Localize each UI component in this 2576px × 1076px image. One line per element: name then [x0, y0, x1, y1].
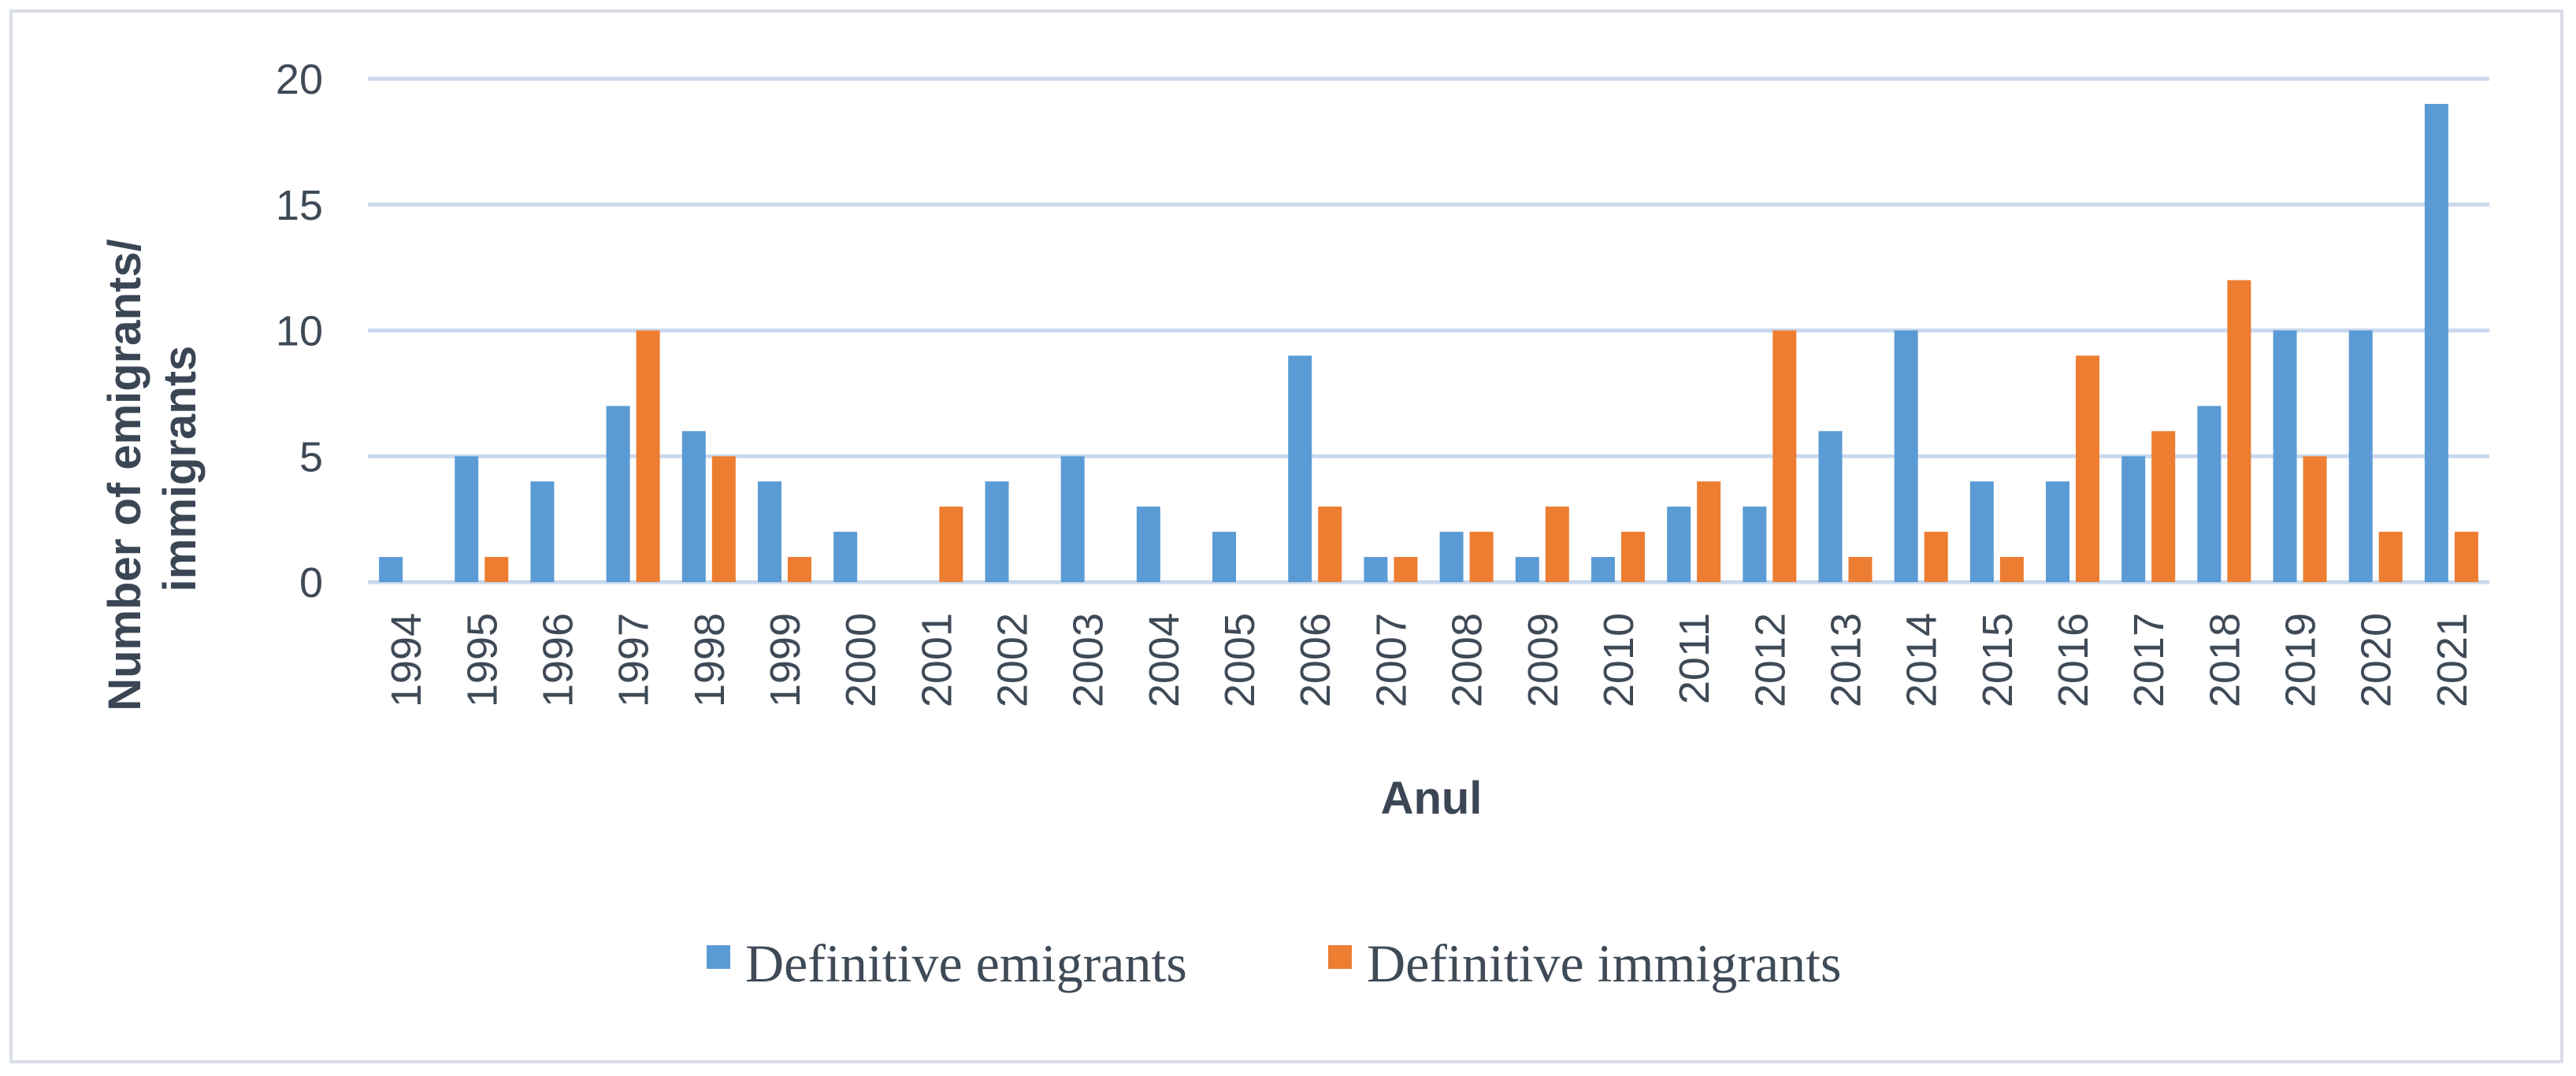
x-tick-label: 2008	[1444, 613, 1491, 707]
bar-immigrants-2020	[2378, 532, 2403, 582]
bar-emigrants-2021	[2424, 103, 2448, 582]
bar-immigrants-2015	[1999, 557, 2024, 582]
bar-emigrants-2009	[1515, 557, 1539, 582]
x-tick-label: 2000	[837, 613, 885, 707]
bar-emigrants-2013	[1818, 431, 1843, 582]
x-tick-label: 2004	[1141, 613, 1188, 707]
y-tick-label: 20	[276, 56, 323, 103]
x-tick-label: 2002	[989, 613, 1037, 707]
legend-swatch-emigrants	[707, 945, 730, 969]
bar-emigrants-2020	[2348, 330, 2373, 582]
bar-emigrants-2019	[2273, 330, 2297, 582]
x-tick-label: 2011	[1671, 613, 1718, 704]
bar-immigrants-1995	[484, 557, 509, 582]
bar-immigrants-2011	[1697, 481, 1721, 582]
x-tick-label: 2019	[2277, 613, 2325, 707]
bar-immigrants-1999	[787, 557, 811, 582]
bar-immigrants-2019	[2303, 456, 2327, 582]
bar-immigrants-2014	[1924, 532, 1948, 582]
y-axis-title-line1: Number of emigrants/	[99, 239, 150, 711]
legend-label-immigrants: Definitive immigrants	[1367, 933, 1841, 993]
bar-emigrants-2005	[1212, 532, 1237, 582]
bar-emigrants-2008	[1439, 532, 1464, 582]
legend-swatch-immigrants	[1328, 945, 1352, 969]
bar-immigrants-1998	[711, 456, 736, 582]
y-tick-label: 10	[276, 308, 323, 355]
x-tick-label: 2006	[1292, 613, 1339, 707]
bars	[379, 103, 2478, 582]
x-tick-label: 1995	[458, 613, 506, 707]
x-tick-label: 1998	[686, 613, 733, 707]
y-tick-label: 15	[276, 182, 323, 229]
bar-emigrants-2006	[1288, 355, 1312, 582]
bar-immigrants-2008	[1469, 532, 1494, 582]
bar-emigrants-1997	[606, 406, 630, 582]
bar-emigrants-2000	[833, 532, 858, 582]
bar-immigrants-2021	[2454, 532, 2478, 582]
bar-emigrants-2011	[1667, 506, 1691, 582]
bar-immigrants-2018	[2227, 280, 2251, 582]
x-tick-label: 2015	[1974, 613, 2021, 707]
bar-emigrants-1994	[379, 557, 403, 582]
bar-emigrants-2002	[985, 481, 1009, 582]
x-tick-label: 1997	[611, 613, 658, 707]
bar-emigrants-2010	[1591, 557, 1615, 582]
y-axis-title: Number of emigrants/ immigrants	[99, 226, 206, 711]
bar-emigrants-2014	[1894, 330, 1918, 582]
bar-emigrants-1998	[681, 431, 706, 582]
bar-emigrants-1996	[530, 481, 555, 582]
bar-immigrants-2016	[2076, 355, 2100, 582]
bar-immigrants-2017	[2151, 431, 2176, 582]
bar-emigrants-2003	[1060, 456, 1085, 582]
bar-immigrants-2013	[1848, 557, 1873, 582]
x-tick-label: 1994	[383, 613, 430, 707]
bar-emigrants-1999	[757, 481, 781, 582]
y-tick-labels: 0 5 10 15 20	[276, 56, 323, 607]
bar-immigrants-2012	[1772, 330, 1797, 582]
y-tick-label: 0	[299, 559, 323, 607]
legend-label-emigrants: Definitive emigrants	[745, 933, 1187, 993]
bar-emigrants-2015	[1969, 481, 1994, 582]
bar-immigrants-2009	[1545, 506, 1569, 582]
x-tick-label: 2012	[1746, 613, 1794, 707]
x-tick-label: 2014	[1899, 613, 1946, 707]
bar-emigrants-2012	[1743, 506, 1767, 582]
x-axis-title: Anul	[1381, 773, 1483, 824]
x-tick-label: 2021	[2429, 613, 2476, 707]
x-tick-label: 2010	[1595, 613, 1642, 707]
x-tick-label: 2007	[1368, 613, 1415, 707]
x-tick-label: 2003	[1065, 613, 1112, 707]
bar-immigrants-2007	[1394, 557, 1418, 582]
bar-immigrants-2006	[1318, 506, 1342, 582]
bar-emigrants-2017	[2121, 456, 2146, 582]
x-tick-label: 1999	[762, 613, 809, 707]
x-tick-label: 2016	[2050, 613, 2097, 707]
bar-emigrants-1995	[455, 456, 479, 582]
bar-immigrants-2010	[1620, 532, 1645, 582]
y-tick-label: 5	[299, 433, 323, 480]
bar-emigrants-2004	[1136, 506, 1160, 582]
x-tick-label: 2001	[913, 613, 960, 707]
bar-emigrants-2007	[1364, 557, 1388, 582]
x-tick-label: 2005	[1216, 613, 1264, 707]
bar-immigrants-1997	[636, 330, 660, 582]
bar-emigrants-2018	[2197, 406, 2222, 582]
x-tick-label: 1996	[534, 613, 581, 707]
x-tick-label: 2018	[2201, 613, 2248, 707]
legend: Definitive emigrants Definitive immigran…	[707, 933, 1841, 993]
bar-immigrants-2001	[939, 506, 963, 582]
bar-emigrants-2016	[2046, 481, 2070, 582]
x-tick-label: 2009	[1520, 613, 1567, 707]
y-axis-title-line2: immigrants	[154, 346, 206, 592]
x-tick-label: 2017	[2125, 613, 2173, 707]
x-tick-label: 2013	[1822, 613, 1869, 707]
x-tick-label: 2020	[2353, 613, 2400, 707]
x-tick-labels: 1994 1995 1996 1997 1998 1999 2000 2001 2002 2003…	[383, 613, 2476, 707]
